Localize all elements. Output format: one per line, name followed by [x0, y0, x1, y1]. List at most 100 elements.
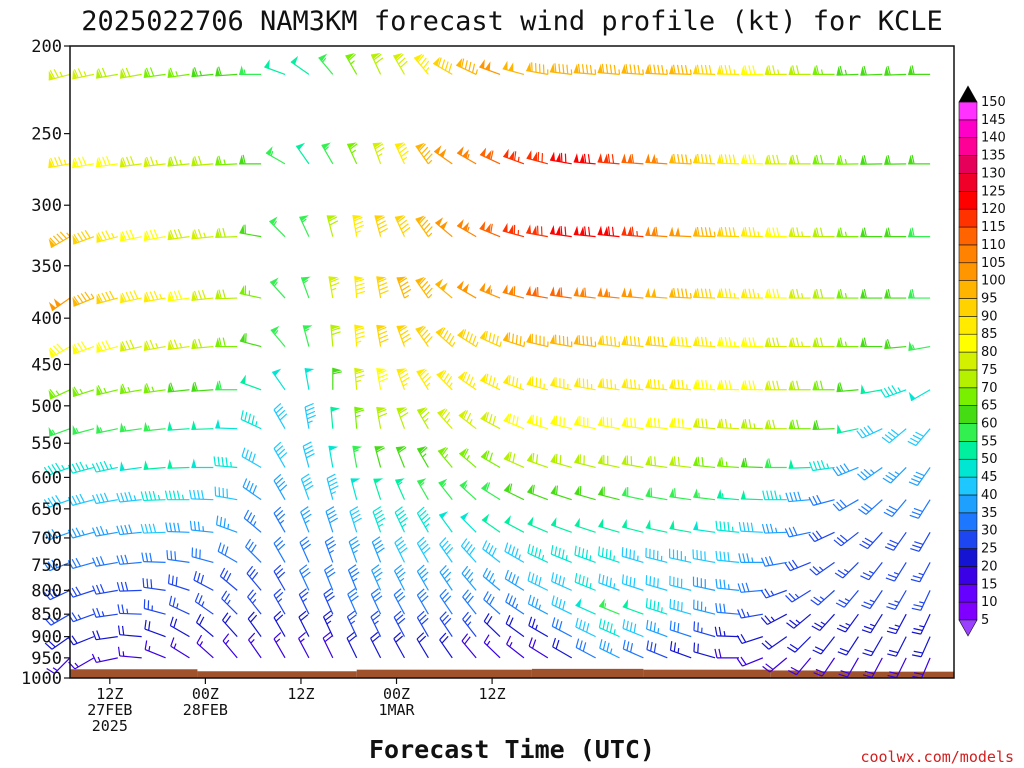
wind-barb	[169, 616, 190, 638]
wind-barb	[573, 153, 596, 165]
wind-barb	[370, 52, 384, 75]
wind-barb	[597, 335, 621, 348]
wind-barb	[143, 421, 166, 432]
wind-barb	[808, 460, 835, 472]
wind-barb	[504, 569, 525, 591]
wind-barb	[240, 410, 262, 430]
wind-barb	[887, 636, 907, 657]
wind-barb	[764, 154, 787, 165]
wind-barb	[96, 67, 118, 79]
wind-barb	[144, 619, 166, 638]
wind-barb	[717, 489, 740, 501]
colorbar-bottom-arrow	[958, 619, 978, 637]
wind-barb	[784, 559, 811, 572]
wind-barb	[738, 553, 763, 564]
wind-barb	[885, 562, 907, 582]
wind-barb	[645, 487, 668, 501]
wind-barb	[143, 339, 166, 351]
wind-barb	[764, 337, 787, 348]
wind-barb	[273, 506, 286, 533]
wind-barb	[740, 489, 763, 501]
wind-barb	[506, 635, 525, 659]
wind-barb	[304, 402, 316, 429]
wind-barb	[168, 595, 190, 615]
wind-barb	[527, 516, 549, 533]
wind-barb	[214, 486, 238, 501]
x-tick-label: 1MAR	[378, 701, 415, 719]
wind-barb	[416, 368, 432, 391]
wind-barb	[323, 588, 335, 615]
wind-barb	[502, 332, 526, 348]
wind-barb	[394, 215, 411, 237]
colorbar-bin	[958, 244, 978, 264]
wind-barb	[551, 572, 572, 591]
wind-barb	[504, 542, 525, 563]
wind-barb	[551, 617, 573, 638]
wind-barb	[908, 341, 931, 351]
wind-barb	[437, 408, 453, 430]
wind-barb	[549, 225, 572, 238]
wind-barb	[326, 215, 339, 237]
wind-barb	[67, 461, 95, 474]
wind-barb	[345, 53, 358, 75]
wind-barb	[435, 278, 453, 299]
wind-barb	[911, 613, 931, 635]
wind-barb	[347, 564, 360, 591]
wind-barb	[48, 156, 71, 169]
wind-barb	[92, 630, 118, 641]
wind-barb	[439, 565, 453, 591]
wind-barb	[740, 418, 763, 430]
wind-barb	[191, 381, 214, 392]
wind-barb	[318, 53, 334, 75]
wind-barb	[67, 586, 95, 598]
wind-barb	[67, 527, 95, 539]
wind-barb	[574, 545, 596, 563]
wind-barb	[140, 523, 166, 534]
wind-barb	[416, 588, 429, 615]
wind-barb	[396, 368, 410, 390]
wind-barb	[347, 588, 359, 615]
wind-barb	[880, 385, 907, 398]
wind-barb	[550, 376, 572, 391]
wind-barb	[788, 380, 811, 391]
colorbar-tick-label: 70	[981, 381, 998, 396]
colorbar-tick-label: 85	[981, 327, 998, 342]
wind-barb	[693, 621, 716, 638]
x-tick-label: 2025	[92, 717, 128, 735]
wind-barb	[812, 636, 836, 655]
colorbar-tick-label: 100	[981, 274, 1006, 289]
wind-barb	[645, 335, 668, 348]
wind-barb	[837, 636, 859, 656]
wind-barb	[92, 584, 118, 595]
y-tick-label: 200	[31, 37, 62, 57]
wind-barb	[693, 520, 716, 533]
colorbar-tick-label: 65	[981, 399, 998, 414]
wind-barb	[371, 564, 383, 591]
wind-barb	[480, 411, 501, 430]
wind-barb	[416, 632, 429, 659]
wind-barb	[597, 546, 620, 563]
wind-barb	[833, 531, 859, 547]
wind-barb	[764, 227, 787, 238]
wind-barb	[740, 457, 763, 469]
wind-barb	[645, 547, 668, 563]
wind-barb	[167, 574, 190, 591]
wind-barb	[273, 588, 286, 615]
wind-barb	[884, 339, 907, 350]
wind-barb	[761, 556, 787, 567]
wind-barb	[72, 341, 95, 355]
wind-barb	[810, 589, 835, 606]
wind-barb	[269, 216, 286, 238]
wind-barb	[503, 148, 525, 165]
wind-barb	[273, 536, 286, 563]
wind-barb	[141, 552, 166, 564]
colorbar-bin	[958, 530, 978, 549]
colorbar-bin	[958, 458, 978, 478]
wind-barb	[622, 599, 644, 615]
wind-barb	[273, 473, 288, 500]
wind-barb	[760, 588, 787, 599]
wind-barb	[458, 409, 477, 430]
wind-barb	[221, 590, 238, 615]
wind-barb	[167, 382, 190, 393]
